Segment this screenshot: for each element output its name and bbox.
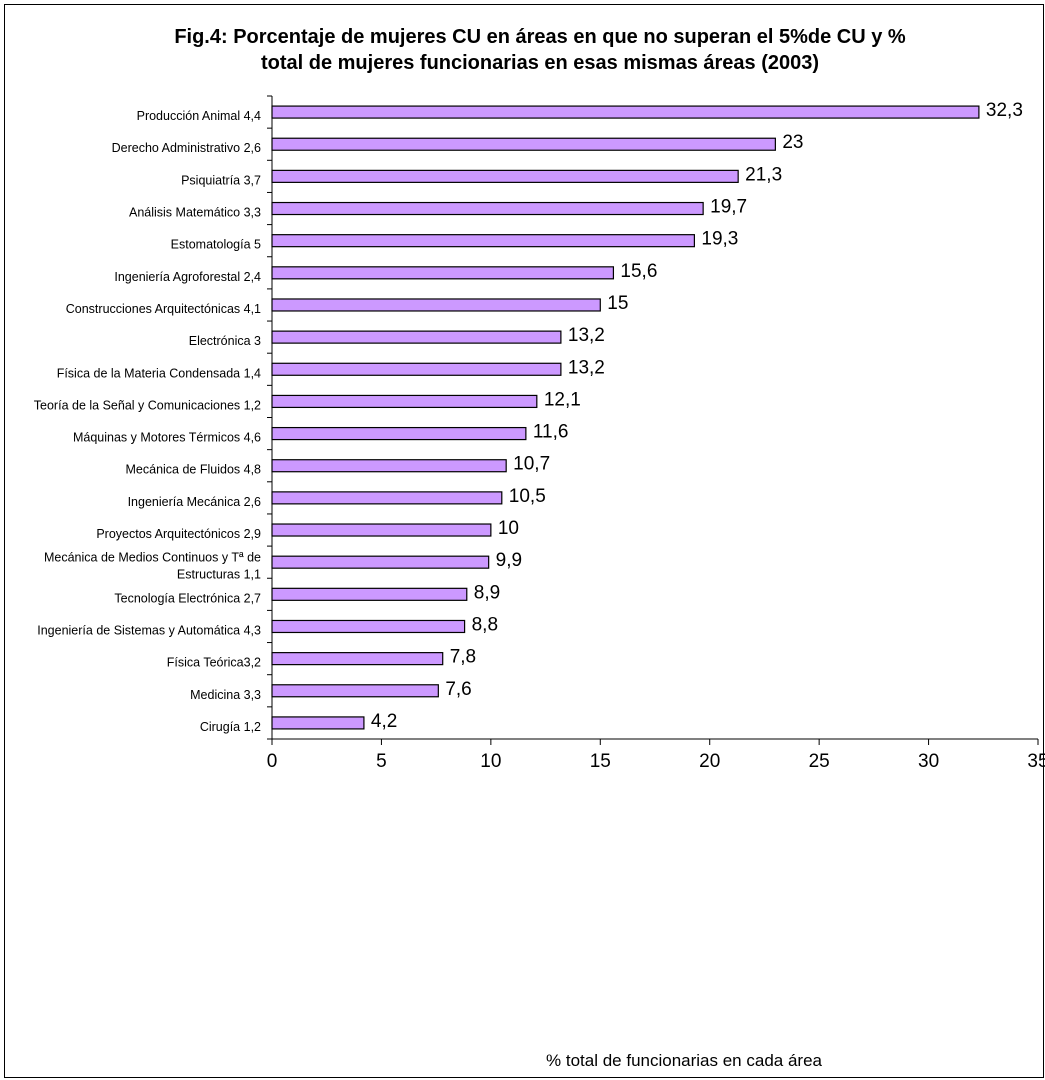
category-label: Medicina 3,3 bbox=[190, 688, 261, 702]
category-label: Producción Animal 4,4 bbox=[137, 109, 261, 123]
chart-title-line-2: total de mujeres funcionarias en esas mi… bbox=[260, 52, 820, 74]
bar bbox=[271, 555, 490, 569]
bar bbox=[271, 652, 444, 666]
data-label: 10 bbox=[498, 518, 519, 539]
category-label: Máquinas y Motores Térmicos 4,6 bbox=[73, 431, 261, 445]
x-tick-label: 0 bbox=[267, 751, 278, 772]
x-axis-label: % total de funcionarias en cada área bbox=[546, 1051, 823, 1070]
data-label: 21,3 bbox=[745, 164, 782, 185]
data-label: 8,8 bbox=[472, 614, 498, 635]
data-label: 12,1 bbox=[544, 389, 581, 410]
data-label: 7,6 bbox=[445, 679, 471, 700]
category-label: Mecánica de Fluidos 4,8 bbox=[126, 463, 262, 477]
category-label: Cirugía 1,2 bbox=[200, 720, 261, 734]
category-label: Tecnología Electrónica 2,7 bbox=[114, 591, 261, 605]
bar bbox=[271, 459, 507, 473]
data-label: 9,9 bbox=[496, 550, 522, 571]
data-label: 32,3 bbox=[986, 100, 1023, 121]
bar bbox=[271, 234, 695, 248]
labels: 0 5 10 15 20 25 30 35 % total de funcionarias en… bbox=[34, 100, 1045, 1070]
bar bbox=[271, 716, 365, 730]
bar bbox=[271, 362, 562, 376]
category-label: Proyectos Arquitectónicos 2,9 bbox=[96, 527, 261, 541]
category-label: Psiquiatría 3,7 bbox=[181, 173, 261, 187]
bar bbox=[271, 523, 492, 537]
category-label: Ingeniería Mecánica 2,6 bbox=[128, 495, 261, 509]
bar bbox=[271, 201, 704, 216]
data-label: 11,6 bbox=[533, 422, 569, 443]
bar bbox=[271, 491, 503, 505]
category-label: Mecánica de Medios Continuos y Tª de bbox=[44, 551, 261, 565]
bar bbox=[271, 619, 466, 634]
data-label: 15 bbox=[607, 293, 628, 314]
bar bbox=[271, 298, 601, 312]
x-tick-label: 10 bbox=[480, 751, 501, 772]
chart-title-line-1: Fig.4: Porcentaje de mujeres CU en áreas… bbox=[174, 26, 906, 48]
x-tick-label: 15 bbox=[590, 751, 611, 772]
category-label: Estomatología 5 bbox=[171, 238, 261, 252]
data-label: 10,7 bbox=[513, 454, 550, 475]
bar bbox=[271, 684, 439, 698]
data-label: 23 bbox=[782, 132, 803, 153]
bar bbox=[271, 587, 468, 601]
bar bbox=[271, 266, 615, 280]
data-label: 8,9 bbox=[474, 582, 500, 603]
data-label: 15,6 bbox=[620, 261, 657, 282]
data-label: 13,2 bbox=[568, 325, 605, 346]
chart-frame bbox=[4, 4, 1044, 1078]
category-label: Teoría de la Señal y Comunicaciones 1,2 bbox=[34, 398, 261, 412]
category-label: Física de la Materia Condensada 1,4 bbox=[57, 366, 261, 380]
bars bbox=[271, 105, 980, 730]
bar bbox=[271, 330, 562, 344]
x-tick-label: 30 bbox=[918, 751, 939, 772]
category-label: Derecho Administrativo 2,6 bbox=[112, 141, 261, 155]
chart-title: Fig.4: Porcentaje de mujeres CU en áreas… bbox=[0, 24, 1045, 76]
axes bbox=[267, 95, 1039, 745]
x-tick-label: 25 bbox=[809, 751, 830, 772]
category-label: Física Teórica3,2 bbox=[167, 656, 261, 670]
bar bbox=[271, 169, 739, 183]
x-tick-label: 20 bbox=[699, 751, 720, 772]
data-label: 4,2 bbox=[371, 711, 397, 732]
category-label: Ingeniería Agroforestal 2,4 bbox=[114, 270, 261, 284]
data-label: 10,5 bbox=[509, 486, 546, 507]
bar bbox=[271, 426, 527, 441]
bar bbox=[271, 105, 980, 119]
data-label: 19,7 bbox=[710, 197, 747, 218]
category-label: Análisis Matemático 3,3 bbox=[129, 206, 261, 220]
category-label: Construcciones Arquitectónicas 4,1 bbox=[66, 302, 261, 316]
category-label: Electrónica 3 bbox=[189, 334, 261, 348]
category-label: Ingeniería de Sistemas y Automática 4,3 bbox=[37, 623, 261, 637]
x-tick-label: 35 bbox=[1027, 751, 1045, 772]
bar bbox=[271, 394, 538, 409]
data-label: 19,3 bbox=[701, 229, 738, 250]
bar bbox=[271, 137, 776, 151]
x-tick-label: 5 bbox=[376, 751, 387, 772]
data-label: 7,8 bbox=[450, 647, 476, 668]
category-label: Estructuras 1,1 bbox=[177, 568, 261, 582]
data-label: 13,2 bbox=[568, 357, 605, 378]
